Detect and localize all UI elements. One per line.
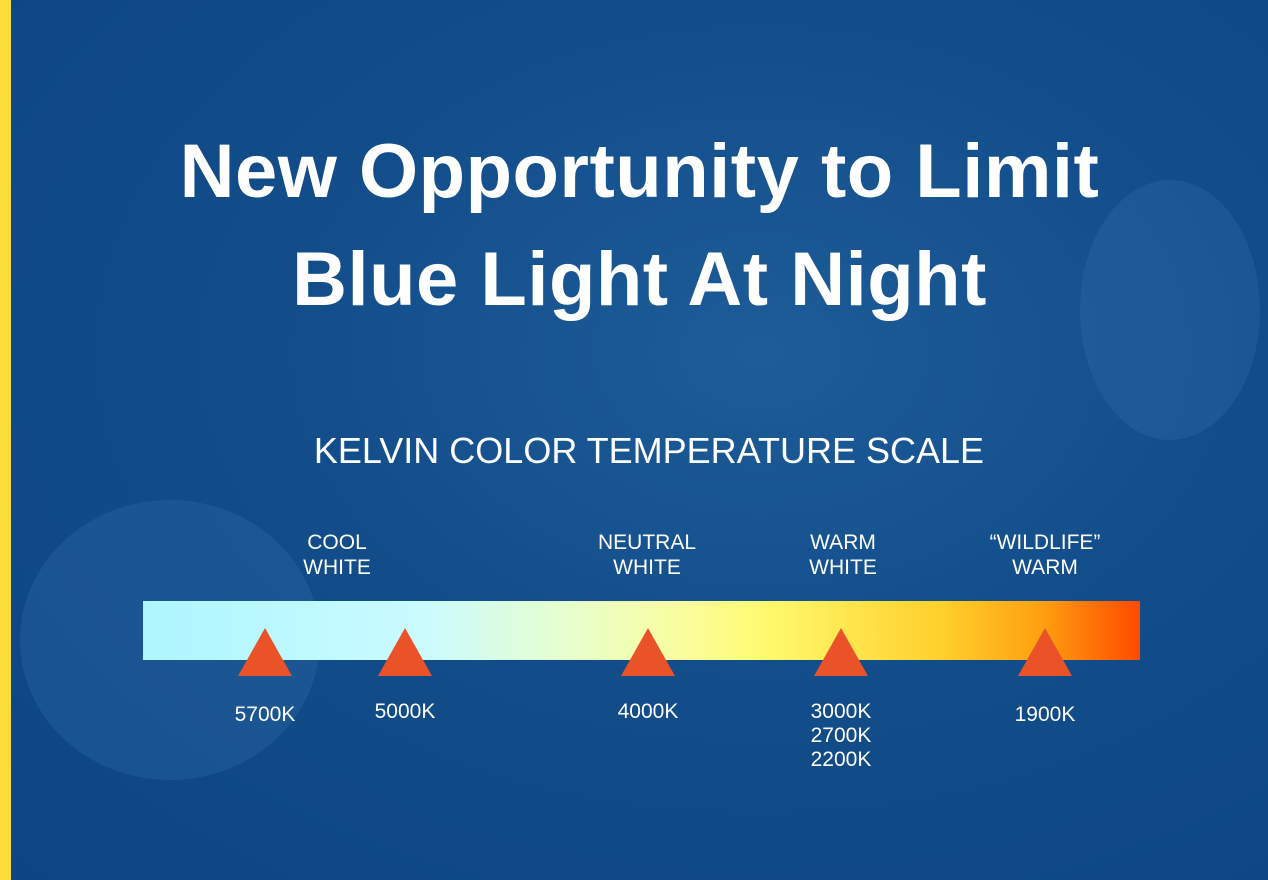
kelvin-value: 2200K xyxy=(810,748,872,771)
kelvin-value: 3000K xyxy=(810,700,872,723)
scale-heading: KELVIN COLOR TEMPERATURE SCALE xyxy=(313,430,985,471)
category-neutral-white: NEUTRAL WHITE xyxy=(547,530,747,580)
title-line: New Opportunity to Limit xyxy=(179,129,1100,214)
marker-triangle-icon xyxy=(621,628,675,676)
category-cool-white: COOL WHITE xyxy=(237,530,437,580)
title-line: Blue Light At Night xyxy=(292,237,987,322)
kelvin-value-group: 3000K 2700K 2200K xyxy=(771,700,911,772)
marker-triangle-icon xyxy=(378,628,432,676)
category-label: COOL xyxy=(307,531,367,554)
kelvin-value: 2700K xyxy=(810,724,872,747)
category-label: WARM xyxy=(810,531,876,554)
accent-stripe xyxy=(0,0,11,880)
category-label: WHITE xyxy=(303,556,371,579)
category-label: NEUTRAL xyxy=(597,531,697,554)
marker-triangle-icon xyxy=(238,628,292,676)
marker-triangle-icon xyxy=(1018,628,1072,676)
category-label: WARM xyxy=(1012,556,1078,579)
page-title: New Opportunity to Limit Blue Light At N… xyxy=(11,118,1268,334)
marker-triangle-icon xyxy=(814,628,868,676)
kelvin-value: 5700K xyxy=(234,703,296,726)
bird-silhouette xyxy=(1080,180,1260,440)
category-label: WHITE xyxy=(809,556,877,579)
category-wildlife-warm: “WILDLIFE” WARM xyxy=(945,530,1145,580)
category-warm-white: WARM WHITE xyxy=(743,530,943,580)
category-label: WHITE xyxy=(613,556,681,579)
kelvin-value: 5000K xyxy=(374,700,436,723)
kelvin-value: 1900K xyxy=(1014,703,1076,726)
category-label: “WILDLIFE” xyxy=(989,531,1101,554)
kelvin-value: 4000K xyxy=(617,700,679,723)
